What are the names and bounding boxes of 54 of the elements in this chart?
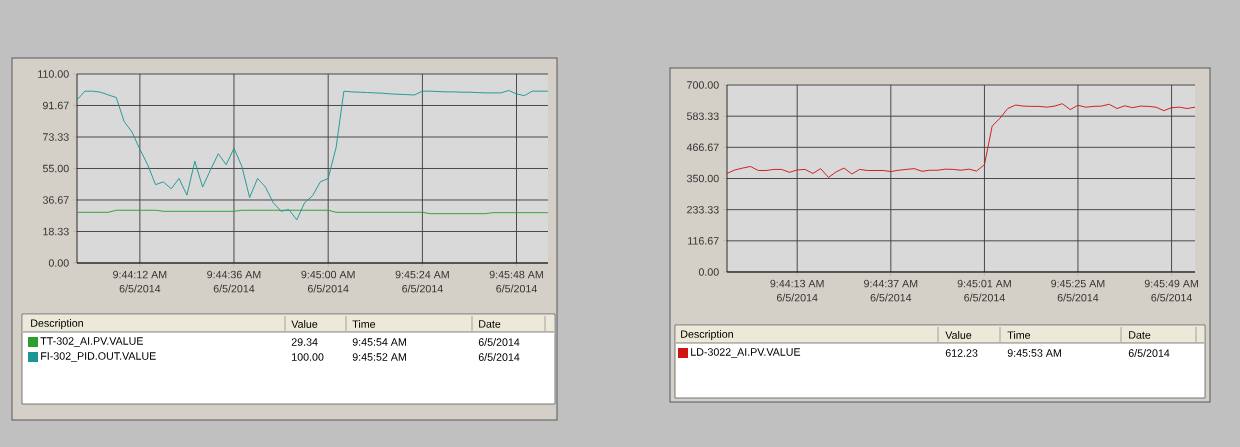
text: 6/5/2014: [1057, 293, 1099, 302]
text: Date: [479, 320, 501, 328]
text: 29.34: [291, 338, 318, 346]
x-tick-label: 9:45:48 AM: [489, 270, 543, 279]
text: 9:45:52 AM: [352, 353, 406, 361]
y-tick-label: 583.33: [686, 112, 719, 120]
text: 6/5/2014: [478, 338, 520, 346]
text: 100.00: [292, 353, 324, 361]
text: 6/5/2014: [496, 284, 537, 293]
y-tick-label: 0.00: [698, 268, 719, 276]
text: 6/5/2014: [1151, 293, 1193, 302]
x-tick-label: 9:44:37 AM: [864, 279, 918, 288]
x-tick-label: 9:45:01 AM: [957, 279, 1011, 288]
legend-label: FI-302_PID.OUT.VALUE: [41, 352, 156, 362]
x-tick-label: 9:45:00 AM: [301, 270, 355, 279]
text: 6/5/2014: [478, 353, 520, 361]
text: 6/5/2014: [776, 293, 818, 302]
x-tick-label: 9:45:24 AM: [395, 270, 449, 279]
text: 6/5/2014: [964, 293, 1005, 302]
legend-label: TT-302_AI.PV.VALUE: [40, 337, 143, 347]
text: 6/5/2014: [1128, 349, 1170, 357]
legend-label: LD-3022_AI.PV.VALUE: [691, 348, 801, 358]
x-tick-label: 9:45:49 AM: [1144, 279, 1198, 288]
y-tick-label: 466.67: [686, 143, 719, 152]
y-tick-label: 110.00: [38, 70, 69, 78]
y-tick-label: 91.67: [42, 101, 69, 110]
text: Value: [291, 320, 318, 328]
text: Time: [352, 320, 376, 328]
y-tick-label: 700.00: [687, 81, 719, 89]
x-tick-label: 9:45:25 AM: [1051, 279, 1105, 288]
x-tick-label: 9:44:12 AM: [113, 270, 167, 279]
text: 6/5/2014: [119, 284, 161, 293]
text: Time: [1007, 331, 1031, 339]
text: 612.23: [945, 349, 978, 357]
y-tick-label: 18.33: [43, 227, 69, 236]
y-tick-label: 0.00: [48, 259, 69, 267]
x-tick-label: 9:44:13 AM: [770, 279, 824, 288]
text: Description: [681, 330, 733, 340]
y-tick-label: 233.33: [687, 205, 719, 214]
text: 6/5/2014: [402, 284, 443, 293]
text: Value: [945, 331, 972, 339]
text: 9:45:54 AM: [352, 338, 406, 346]
y-tick-label: 73.33: [43, 133, 69, 141]
y-tick-label: 55.00: [42, 164, 69, 173]
text: Date: [1129, 331, 1151, 339]
y-tick-label: 36.67: [42, 196, 69, 204]
text: 6/5/2014: [307, 284, 349, 293]
x-tick-label: 9:44:36 AM: [207, 270, 261, 279]
y-tick-label: 350.00: [686, 174, 719, 183]
text: 6/5/2014: [213, 284, 255, 293]
text: 9:45:53 AM: [1007, 349, 1061, 357]
y-tick-label: 116.67: [688, 237, 719, 245]
text: 6/5/2014: [870, 293, 912, 302]
text: Description: [31, 319, 83, 329]
